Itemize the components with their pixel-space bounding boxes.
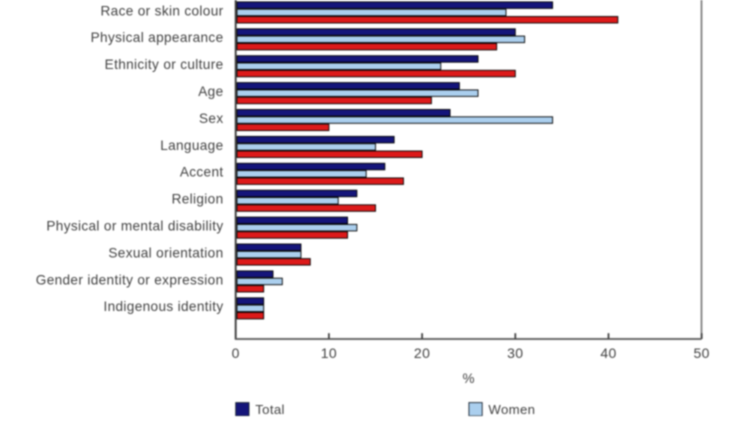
svg-text:Indigenous identity: Indigenous identity bbox=[103, 299, 223, 314]
svg-text:Accent: Accent bbox=[180, 165, 224, 180]
svg-text:30: 30 bbox=[507, 345, 523, 361]
svg-text:%: % bbox=[462, 371, 474, 386]
svg-text:Physical or mental disability: Physical or mental disability bbox=[46, 219, 223, 234]
svg-text:0: 0 bbox=[232, 345, 240, 361]
svg-text:10: 10 bbox=[321, 345, 337, 361]
svg-text:Gender identity or expression: Gender identity or expression bbox=[36, 272, 224, 287]
svg-text:50: 50 bbox=[694, 345, 710, 361]
svg-text:Age: Age bbox=[198, 84, 223, 99]
svg-text:40: 40 bbox=[600, 345, 616, 361]
svg-text:Language: Language bbox=[160, 138, 223, 153]
svg-text:Religion: Religion bbox=[172, 192, 224, 207]
svg-text:Sex: Sex bbox=[199, 111, 223, 126]
svg-text:Total: Total bbox=[255, 402, 285, 416]
svg-text:20: 20 bbox=[414, 345, 430, 361]
svg-text:Race or skin colour: Race or skin colour bbox=[101, 3, 224, 18]
svg-text:Sexual orientation: Sexual orientation bbox=[108, 245, 223, 260]
svg-text:Physical appearance: Physical appearance bbox=[91, 30, 224, 45]
svg-text:Women: Women bbox=[488, 402, 535, 416]
svg-text:Ethnicity or culture: Ethnicity or culture bbox=[105, 57, 224, 72]
